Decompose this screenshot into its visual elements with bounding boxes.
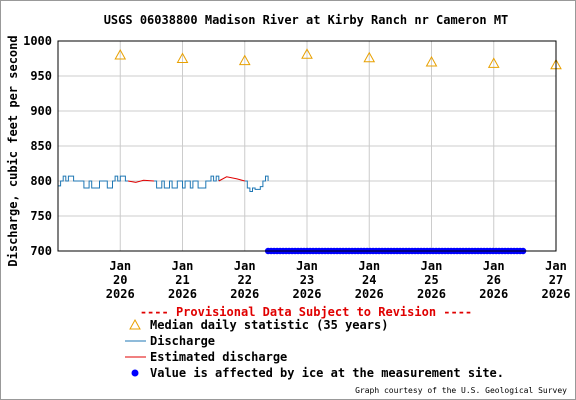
y-tick-label: 700 (30, 244, 52, 258)
credit-text: Graph courtesy of the U.S. Geological Su… (355, 386, 567, 395)
discharge-line (244, 175, 269, 192)
x-tick-month: Jan (172, 259, 194, 273)
x-tick-year: 2026 (542, 287, 571, 301)
x-tick-labels: Jan202026Jan212026Jan222026Jan232026Jan2… (106, 259, 571, 301)
estimated-discharge-series (127, 176, 245, 183)
median-point (363, 51, 376, 63)
x-tick-month: Jan (358, 259, 380, 273)
median-point (176, 52, 189, 63)
y-tick-label: 750 (30, 209, 52, 223)
x-tick-day: 22 (238, 273, 252, 287)
y-tick-label: 850 (30, 139, 52, 153)
x-tick-day: 25 (424, 273, 438, 287)
legend-item: Median daily statistic (35 years) (129, 318, 388, 332)
legend: Median daily statistic (35 years) Dischar… (125, 318, 504, 380)
x-tick-year: 2026 (417, 287, 446, 301)
legend-label: Estimated discharge (150, 350, 287, 364)
x-tick-year: 2026 (479, 287, 508, 301)
x-tick-day: 20 (113, 273, 127, 287)
x-tick-month: Jan (483, 259, 505, 273)
x-tick-day: 23 (300, 273, 314, 287)
y-tick-label: 900 (30, 104, 52, 118)
plot-border (57, 40, 557, 252)
x-tick-month: Jan (545, 259, 567, 273)
median-point (238, 54, 251, 66)
discharge-line (58, 175, 128, 189)
x-tick-day: 24 (362, 273, 376, 287)
median-daily-series (114, 48, 562, 70)
chart-title: USGS 06038800 Madison River at Kirby Ran… (104, 13, 509, 27)
y-tick-labels: 700 750 800 850 900 950 1000 (23, 34, 52, 258)
estimated-discharge-line (127, 179, 155, 183)
y-tick-label: 950 (30, 69, 52, 83)
y-axis-label: Discharge, cubic feet per second (6, 35, 20, 266)
discharge-line (154, 175, 220, 189)
estimated-discharge-line (218, 176, 245, 182)
x-tick-month: Jan (421, 259, 443, 273)
legend-item: Value is affected by ice at the measurem… (131, 366, 504, 380)
median-point (425, 55, 438, 67)
x-tick-year: 2026 (168, 287, 197, 301)
legend-label: Discharge (150, 334, 215, 348)
provisional-note: ---- Provisional Data Subject to Revisio… (140, 305, 472, 319)
x-tick-day: 26 (487, 273, 501, 287)
median-point (114, 48, 127, 60)
x-tick-day: 27 (549, 273, 563, 287)
x-tick-year: 2026 (293, 287, 322, 301)
x-tick-month: Jan (234, 259, 256, 273)
x-tick-year: 2026 (230, 287, 259, 301)
x-tick-year: 2026 (355, 287, 384, 301)
legend-item: Estimated discharge (125, 350, 287, 364)
median-point (487, 57, 500, 68)
legend-triangle-icon (129, 318, 141, 330)
legend-label: Median daily statistic (35 years) (150, 318, 388, 332)
legend-item: Discharge (125, 334, 215, 348)
legend-dot-icon (131, 369, 139, 377)
x-tick-month: Jan (296, 259, 318, 273)
x-tick-year: 2026 (106, 287, 135, 301)
y-tick-label: 800 (30, 174, 52, 188)
y-tick-label: 1000 (23, 34, 52, 48)
grid-lines (58, 40, 556, 252)
median-point (301, 48, 313, 59)
legend-label: Value is affected by ice at the measurem… (150, 366, 504, 380)
x-tick-day: 21 (175, 273, 189, 287)
discharge-series (58, 175, 269, 192)
x-tick-month: Jan (109, 259, 131, 273)
